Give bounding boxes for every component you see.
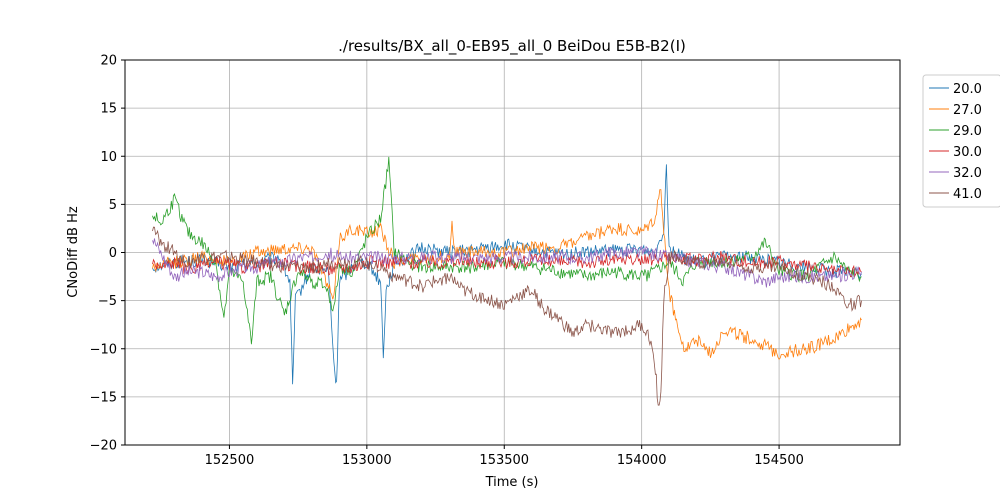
y-axis-label: CNoDiff dB Hz xyxy=(66,206,81,298)
legend-entry: 30.0 xyxy=(953,145,982,160)
y-axis: −20 −15 −10 −5 0 5 10 15 20 xyxy=(90,54,125,454)
x-tick-label: 153500 xyxy=(479,453,529,468)
x-axis-label: Time (s) xyxy=(485,475,539,490)
y-tick-label: 0 xyxy=(109,246,117,261)
y-tick-label: 5 xyxy=(109,198,117,213)
series-line-32.0 xyxy=(152,238,862,288)
y-tick-label: −5 xyxy=(98,294,117,309)
y-tick-label: 15 xyxy=(100,102,117,117)
y-tick-label: 20 xyxy=(100,54,117,69)
x-tick-label: 154000 xyxy=(617,453,667,468)
x-tick-label: 152500 xyxy=(205,453,255,468)
plot-area xyxy=(152,156,862,406)
legend-entry: 20.0 xyxy=(953,82,982,97)
x-axis: 152500 153000 153500 154000 154500 xyxy=(205,445,804,468)
legend-entry: 29.0 xyxy=(953,124,982,139)
legend-entry: 41.0 xyxy=(953,187,982,202)
y-tick-label: 10 xyxy=(100,150,117,165)
legend: 20.0 27.0 29.0 30.0 32.0 41.0 xyxy=(922,74,1000,208)
y-tick-label: −15 xyxy=(90,390,117,405)
x-tick-label: 153000 xyxy=(342,453,392,468)
legend-box xyxy=(922,74,1000,208)
legend-entry: 32.0 xyxy=(953,166,982,181)
y-tick-label: −20 xyxy=(90,439,117,454)
series-line-27.0 xyxy=(152,189,862,360)
legend-entry: 27.0 xyxy=(953,103,982,118)
series-line-30.0 xyxy=(152,250,862,278)
y-tick-label: −10 xyxy=(90,342,117,357)
x-tick-label: 154500 xyxy=(754,453,804,468)
chart-title: ./results/BX_all_0-EB95_all_0 BeiDou E5B… xyxy=(338,37,686,56)
series-line-41.0 xyxy=(152,226,862,406)
